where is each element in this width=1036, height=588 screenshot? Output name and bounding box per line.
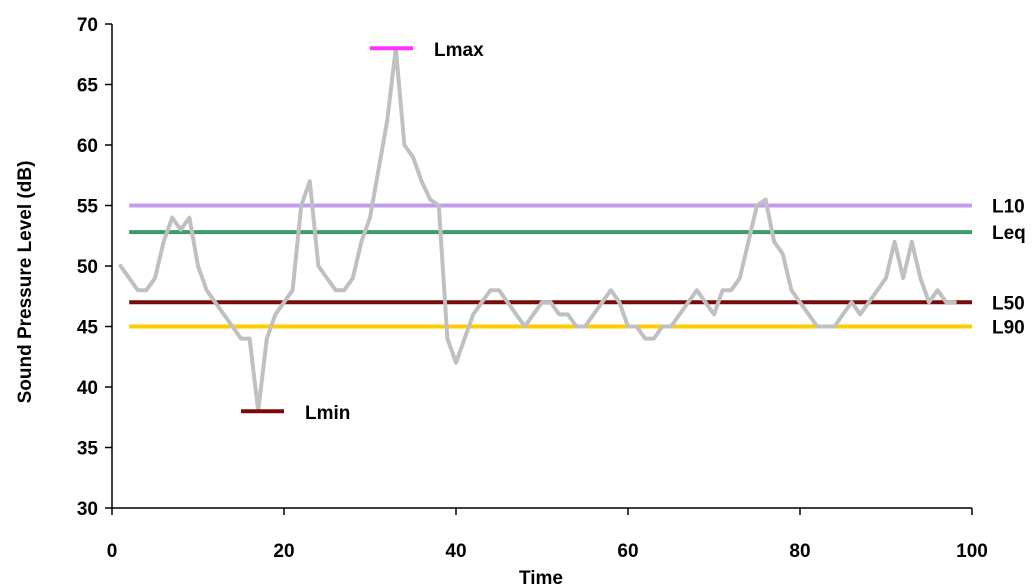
y-tick-label: 30 bbox=[77, 499, 98, 520]
axes: 30 35 40 45 50 55 60 65 70 0 20 40 60 80 100 bbox=[77, 15, 988, 562]
y-tick-label: 70 bbox=[77, 15, 98, 36]
series-line-0 bbox=[118, 46, 957, 414]
y-tick-label: 35 bbox=[77, 439, 99, 460]
reference-lines: L10 Leq L50 L90 bbox=[129, 197, 1026, 339]
y-axis-title: Sound Pressure Level (dB) bbox=[15, 161, 36, 404]
y-tick-label: 65 bbox=[77, 76, 99, 97]
marker-label-lmin: Lmin bbox=[305, 403, 350, 424]
reference-label-l50: L50 bbox=[992, 293, 1025, 314]
series-layer bbox=[118, 46, 957, 414]
x-tick-label: 60 bbox=[617, 541, 638, 562]
x-tick-label: 40 bbox=[445, 541, 466, 562]
reference-label-leq: Leq bbox=[992, 223, 1026, 244]
y-tick-label: 50 bbox=[77, 257, 98, 278]
y-tick-label: 40 bbox=[77, 378, 98, 399]
reference-label-l10: L10 bbox=[992, 197, 1025, 218]
y-tick-label: 45 bbox=[77, 318, 99, 339]
marker-label-lmax: Lmax bbox=[434, 40, 484, 61]
x-tick-label: 20 bbox=[273, 541, 294, 562]
x-axis-title: Time bbox=[519, 568, 563, 588]
y-tick-label: 55 bbox=[77, 197, 99, 218]
y-tick-label: 60 bbox=[77, 136, 98, 157]
reference-label-l90: L90 bbox=[992, 318, 1025, 339]
x-tick-label: 0 bbox=[107, 541, 118, 562]
x-tick-label: 100 bbox=[956, 541, 988, 562]
marker-layer: Lmax Lmin bbox=[241, 40, 484, 424]
x-tick-label: 80 bbox=[789, 541, 810, 562]
